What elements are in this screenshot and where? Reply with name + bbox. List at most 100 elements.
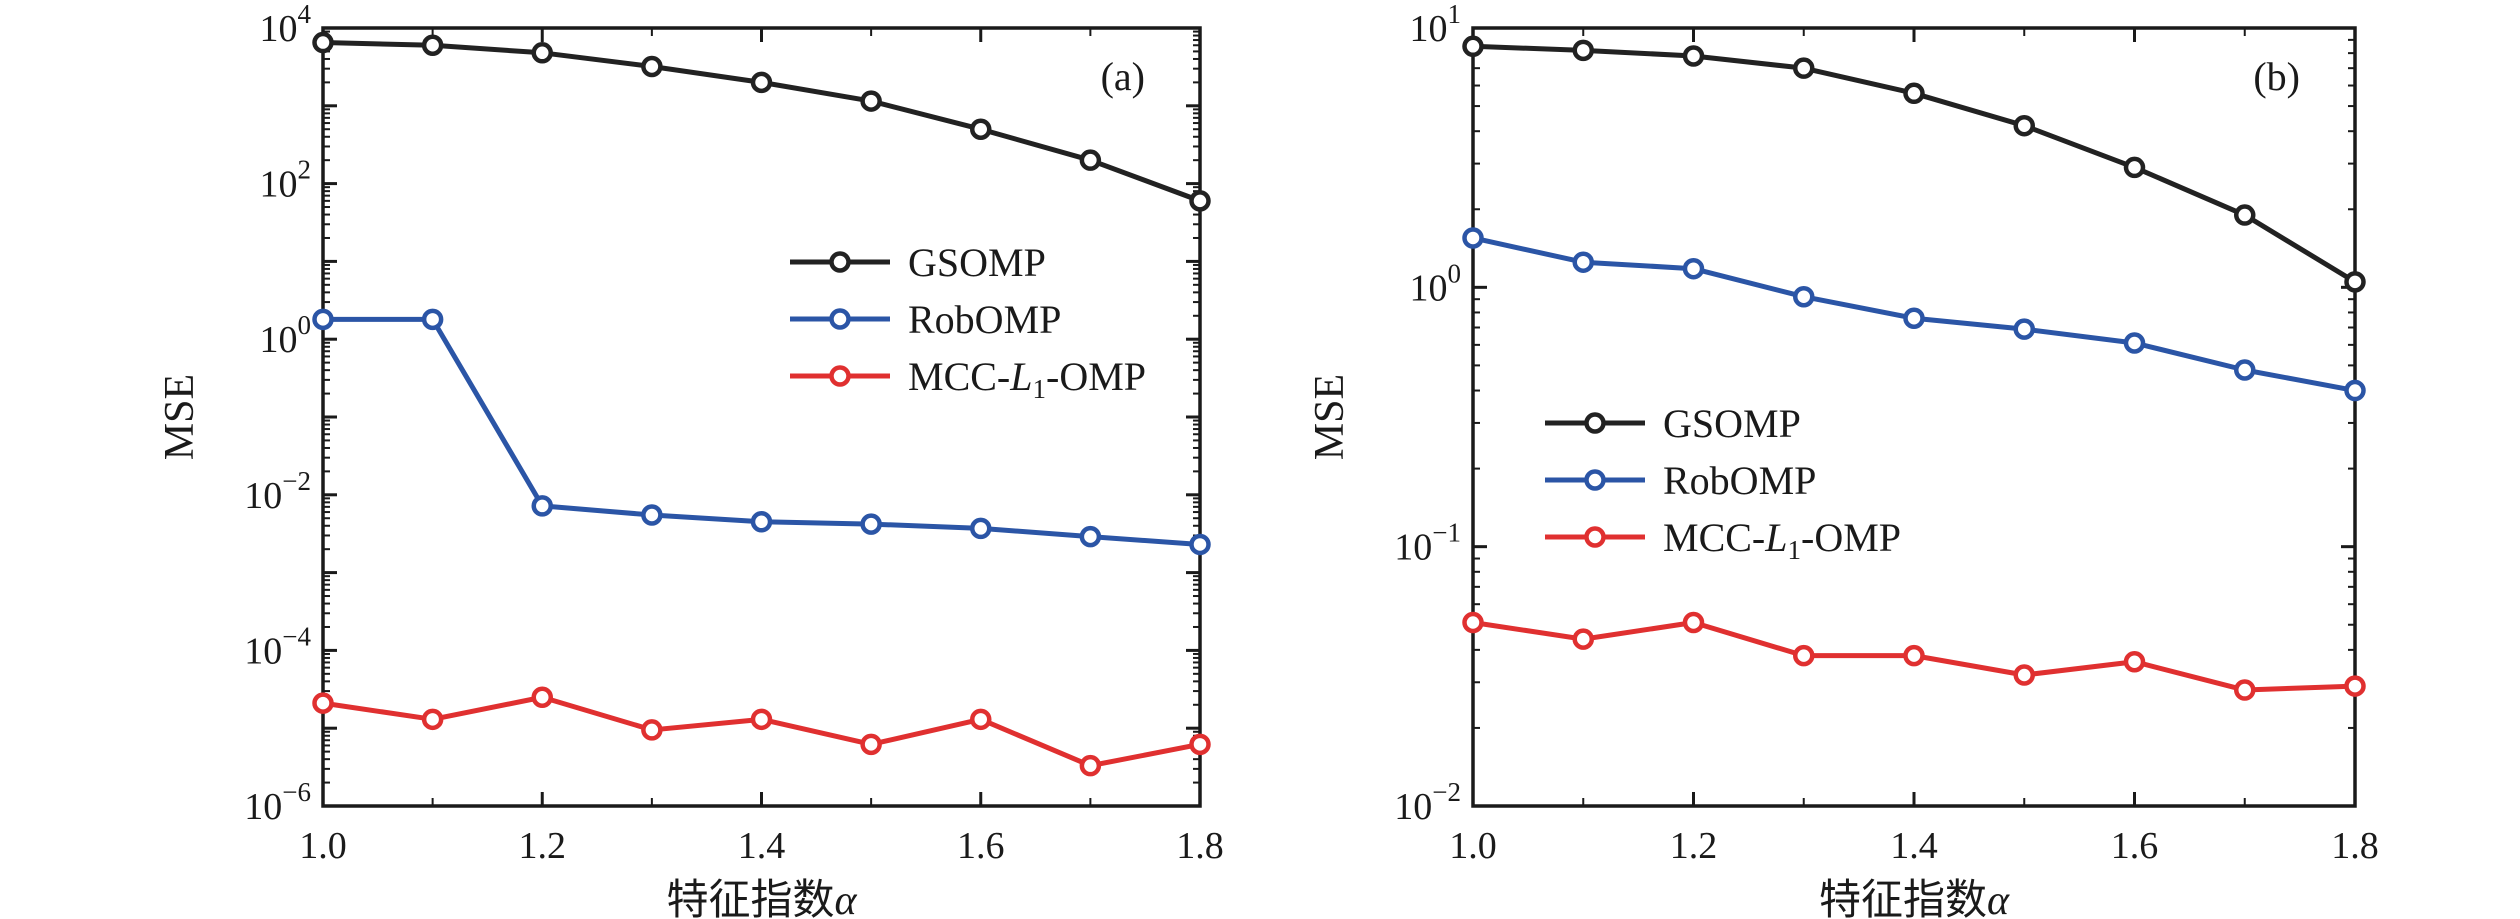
- data-point: [1572, 39, 1594, 62]
- chart-panel-2: 1.0 1.2 1.4 1.6 1.8 101 100 10−1 10−2 特征指数α MSE (b)…: [1307, 0, 2379, 919]
- y-tick-label: 10−4: [244, 621, 311, 672]
- data-point: [2013, 114, 2035, 137]
- data-point: [2234, 359, 2256, 381]
- data-point: [421, 34, 444, 57]
- series-gsomp: [1462, 35, 2366, 293]
- data-point: [1079, 525, 1102, 548]
- data-point: [1793, 57, 1815, 79]
- data-point: [1793, 285, 1815, 308]
- data-point: [970, 517, 992, 540]
- panel-label: (b): [2253, 54, 2300, 99]
- data-point: [531, 686, 553, 708]
- data-point: [1462, 227, 1484, 249]
- data-point: [750, 511, 773, 533]
- series-gsomp: [312, 31, 1211, 212]
- legend-label: GSOMP: [1663, 401, 1801, 446]
- panel-label: (a): [1101, 54, 1145, 99]
- legend-label: RobOMP: [908, 297, 1061, 342]
- x-tick-label: 1.8: [2331, 825, 2379, 867]
- data-point: [2234, 204, 2256, 226]
- legend-label: MCC-L1-OMP: [908, 354, 1146, 404]
- data-point: [421, 308, 444, 331]
- y-tick-label: 10−2: [244, 466, 311, 517]
- y-tick-label: 10−6: [244, 777, 311, 828]
- legend: GSOMP RobOMP MCC-L1-OMP: [790, 240, 1146, 404]
- data-point: [1189, 733, 1211, 756]
- legend-label: GSOMP: [908, 240, 1046, 285]
- data-point: [2123, 650, 2146, 673]
- y-tick-label: 104: [260, 0, 312, 50]
- data-point: [1903, 82, 1925, 105]
- data-point: [1462, 35, 1484, 58]
- y-axis-label: MSE: [1307, 374, 1353, 460]
- legend-marker: [1584, 469, 1606, 491]
- data-point: [860, 90, 882, 112]
- data-point: [641, 719, 663, 741]
- data-point: [1903, 307, 1925, 329]
- data-point: [1793, 644, 1815, 667]
- data-point: [1079, 754, 1102, 777]
- legend-marker: [1584, 412, 1606, 434]
- data-point: [750, 708, 773, 731]
- data-point: [2013, 664, 2035, 686]
- x-tick-label: 1.6: [2111, 825, 2159, 867]
- x-tick-label: 1.8: [1176, 825, 1224, 867]
- data-point: [970, 118, 992, 140]
- data-point: [1572, 628, 1594, 650]
- x-tick-label: 1.4: [738, 825, 786, 867]
- data-point: [2013, 318, 2035, 340]
- y-tick-label: 100: [1410, 258, 1462, 309]
- legend-marker: [829, 251, 851, 273]
- data-point: [312, 31, 334, 54]
- legend: GSOMP RobOMP MCC-L1-OMP: [1545, 401, 1901, 565]
- data-point: [2344, 271, 2366, 293]
- data-point: [750, 71, 773, 94]
- data-point: [1682, 45, 1705, 67]
- x-axis-label: 特征指数α: [1819, 878, 2010, 919]
- y-tick-label: 10−2: [1394, 777, 1461, 828]
- data-point: [2123, 332, 2146, 354]
- data-point: [1903, 644, 1925, 667]
- y-tick-label: 10−1: [1394, 518, 1461, 569]
- data-point: [641, 504, 663, 526]
- y-tick-label: 102: [260, 155, 312, 206]
- legend-marker: [829, 365, 851, 387]
- series-line-gsomp: [1472, 43, 2357, 284]
- data-point: [1572, 251, 1594, 273]
- series-robomp: [1462, 227, 2366, 402]
- series-mcc-l1-omp: [1462, 611, 2366, 701]
- data-point: [1682, 257, 1705, 280]
- legend-label: RobOMP: [1663, 458, 1816, 503]
- data-point: [2344, 675, 2366, 697]
- data-point: [1682, 611, 1705, 634]
- y-axis-label: MSE: [157, 374, 203, 460]
- x-tick-label: 1.2: [1670, 825, 1718, 867]
- data-point: [970, 708, 992, 731]
- x-axis-label: 特征指数α: [666, 878, 857, 919]
- series-mcc-l1-omp: [312, 686, 1211, 777]
- data-point: [531, 42, 553, 64]
- data-point: [1079, 149, 1102, 171]
- data-point: [2344, 379, 2366, 402]
- data-point: [2123, 156, 2146, 179]
- series-line-mcc-l1-omp: [322, 694, 1201, 769]
- data-point: [531, 495, 553, 517]
- plot-frame: [321, 26, 1202, 808]
- data-point: [1189, 533, 1211, 556]
- x-tick-label: 1.4: [1890, 825, 1938, 867]
- data-point: [1189, 190, 1211, 212]
- plot-frame: [1471, 26, 2357, 808]
- data-point: [860, 513, 882, 535]
- y-tick-label: 101: [1410, 0, 1462, 50]
- x-tick-label: 1.2: [519, 825, 567, 867]
- data-point: [641, 55, 663, 78]
- series-robomp: [312, 308, 1211, 556]
- y-tick-label: 100: [260, 310, 312, 361]
- x-tick-label: 1.0: [299, 825, 347, 867]
- data-point: [312, 692, 334, 714]
- data-point: [1462, 611, 1484, 634]
- chart-panel-1: 1.0 1.2 1.4 1.6 1.8 104 102 100 10−2 10−4 10−6 特征指数…: [157, 0, 1224, 919]
- data-point: [421, 708, 444, 731]
- data-point: [860, 733, 882, 756]
